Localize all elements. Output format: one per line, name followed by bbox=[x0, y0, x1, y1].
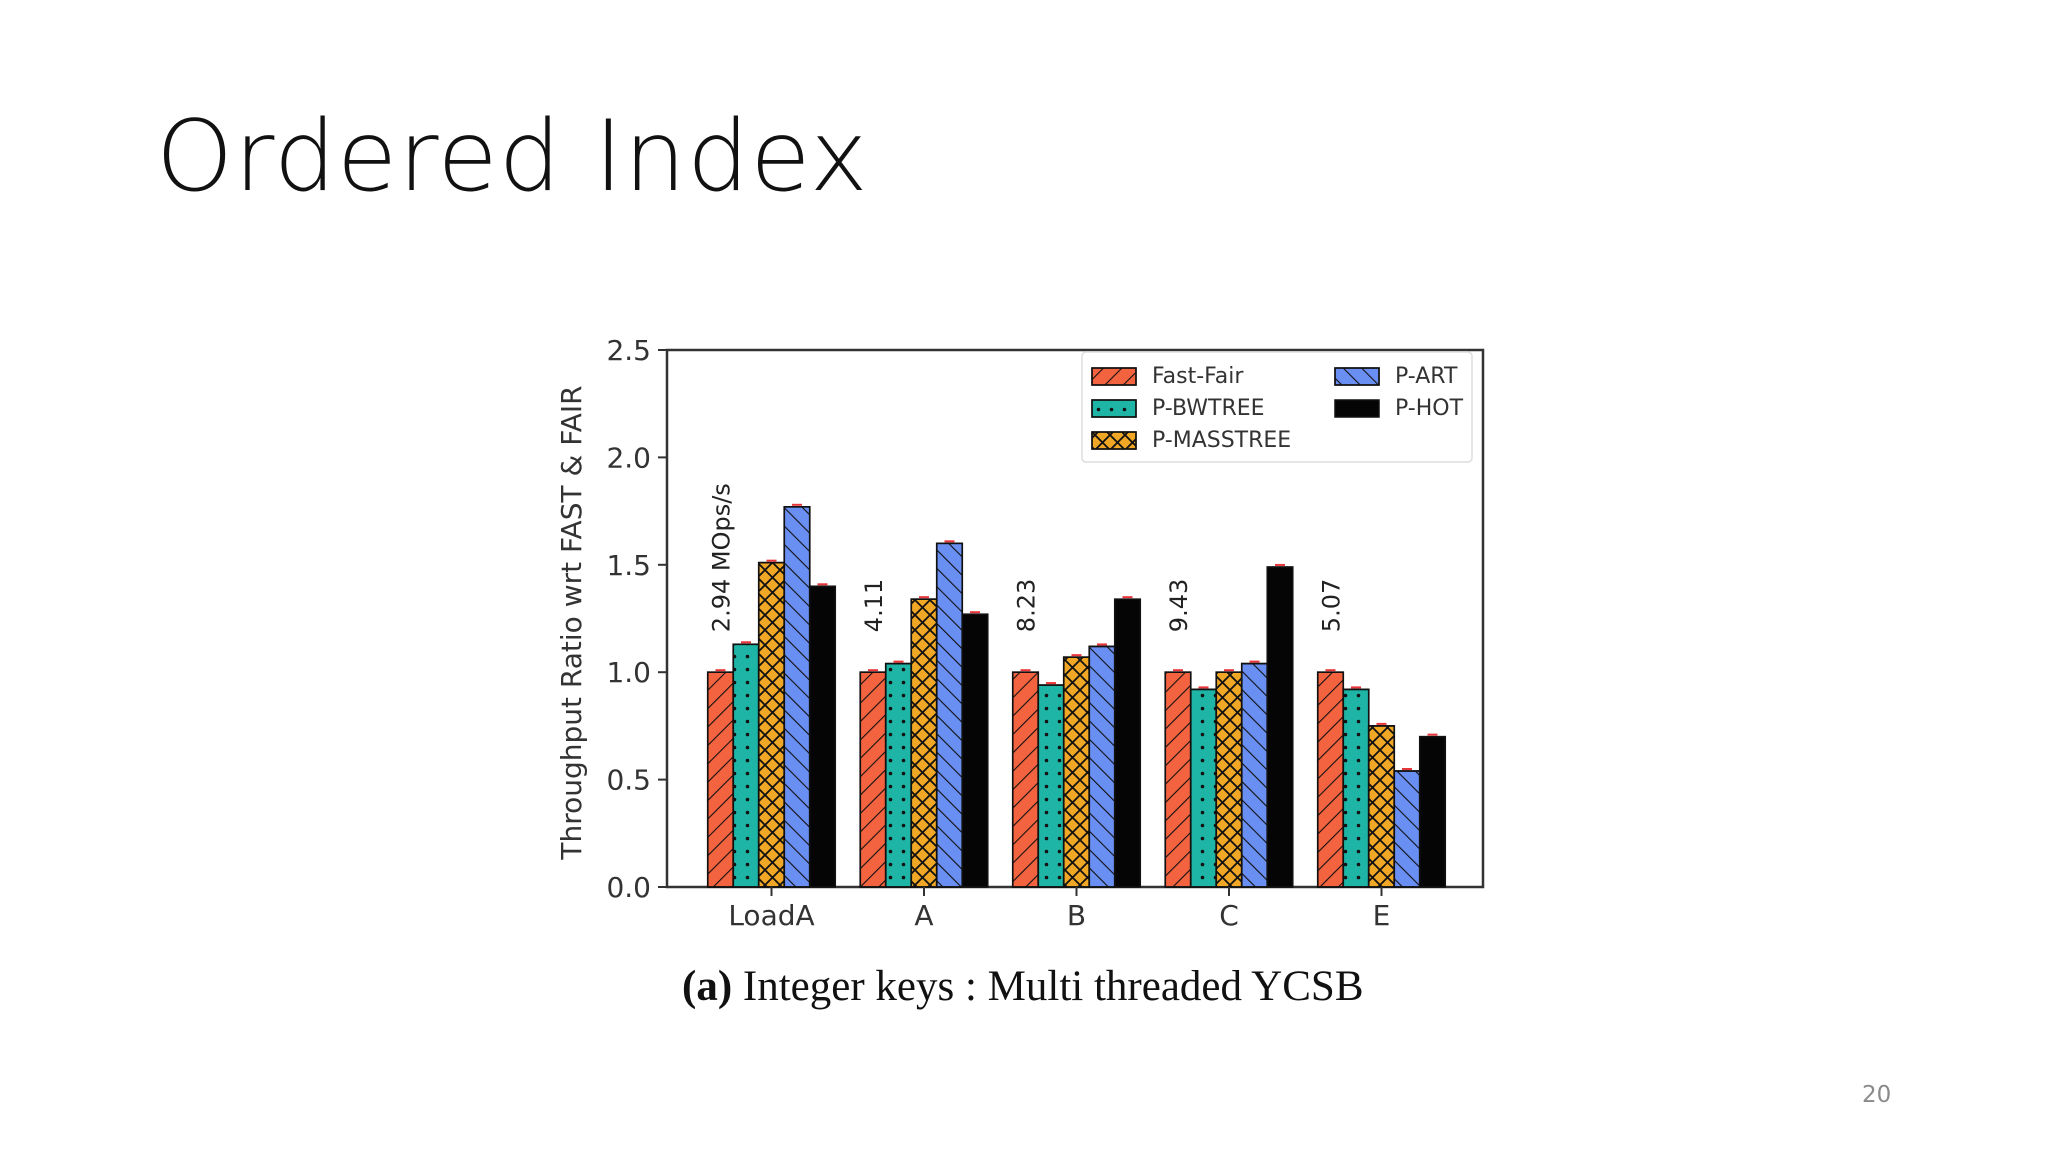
legend-label: P-MASSTREE bbox=[1152, 428, 1291, 453]
y-axis-label: Throughput Ratio wrt FAST & FAIR bbox=[555, 385, 588, 860]
bar-hatch bbox=[1088, 645, 1116, 888]
y-tick-label: 2.0 bbox=[606, 441, 651, 474]
y-tick-label: 0.5 bbox=[606, 764, 651, 797]
legend-label: P-BWTREE bbox=[1152, 396, 1265, 421]
bar-hatch bbox=[1367, 725, 1396, 888]
bar-hatch bbox=[757, 561, 786, 888]
x-tick-label: LoadA bbox=[728, 899, 814, 932]
throughput-annotation: 4.11 bbox=[860, 579, 888, 632]
figure-caption: (a) Integer keys : Multi threaded YCSB bbox=[682, 962, 1364, 1011]
throughput-annotation: 5.07 bbox=[1318, 579, 1346, 632]
throughput-annotation: 2.94 MOps/s bbox=[708, 483, 736, 632]
legend-swatch-hatch bbox=[1334, 367, 1380, 386]
y-tick-label: 1.0 bbox=[606, 656, 651, 689]
legend-label: P-ART bbox=[1395, 364, 1458, 389]
throughput-annotation: 9.43 bbox=[1165, 579, 1193, 632]
bar-hatch bbox=[884, 662, 913, 888]
page-number: 20 bbox=[1862, 1082, 1892, 1108]
legend-label: P-HOT bbox=[1395, 396, 1464, 421]
y-tick-label: 2.5 bbox=[606, 334, 651, 367]
bar-hatch bbox=[1164, 671, 1192, 888]
bar-p-hot bbox=[961, 613, 989, 888]
x-tick-label: C bbox=[1219, 899, 1239, 932]
bar-hatch bbox=[706, 671, 735, 888]
legend-label: Fast-Fair bbox=[1152, 364, 1244, 389]
x-tick-label: A bbox=[914, 899, 933, 932]
y-tick-label: 0.0 bbox=[606, 871, 651, 904]
bar-hatch bbox=[1393, 770, 1421, 888]
legend-swatch-hatch bbox=[1091, 431, 1137, 450]
legend-swatch bbox=[1334, 399, 1380, 418]
bar-hatch bbox=[1342, 688, 1370, 888]
bar-hatch bbox=[859, 671, 887, 888]
bar-hatch bbox=[1037, 684, 1065, 888]
bar-hatch bbox=[1240, 662, 1269, 888]
legend-swatch-hatch bbox=[1091, 367, 1137, 386]
y-tick-label: 1.5 bbox=[606, 549, 651, 582]
legend-swatch-hatch bbox=[1091, 399, 1137, 418]
bar-hatch bbox=[783, 506, 811, 888]
bar-p-hot bbox=[808, 585, 837, 888]
caption-text: Integer keys : Multi threaded YCSB bbox=[742, 963, 1364, 1010]
bar-hatch bbox=[1189, 688, 1218, 888]
throughput-annotation: 8.23 bbox=[1013, 579, 1041, 632]
bar-p-hot bbox=[1418, 735, 1447, 888]
x-tick-label: E bbox=[1373, 899, 1391, 932]
bar-hatch bbox=[1215, 671, 1243, 888]
caption-label: (a) bbox=[682, 963, 733, 1010]
bar-p-hot bbox=[1113, 598, 1142, 888]
bar-hatch bbox=[935, 542, 964, 888]
bar-hatch bbox=[1316, 671, 1345, 888]
slide-title: Ordered Index bbox=[156, 100, 869, 214]
bar-hatch bbox=[910, 598, 938, 888]
x-tick-label: B bbox=[1067, 899, 1086, 932]
bar-hatch bbox=[1011, 671, 1040, 888]
bar-hatch bbox=[1062, 656, 1091, 888]
bar-hatch bbox=[732, 643, 760, 888]
bar-p-hot bbox=[1266, 566, 1294, 888]
